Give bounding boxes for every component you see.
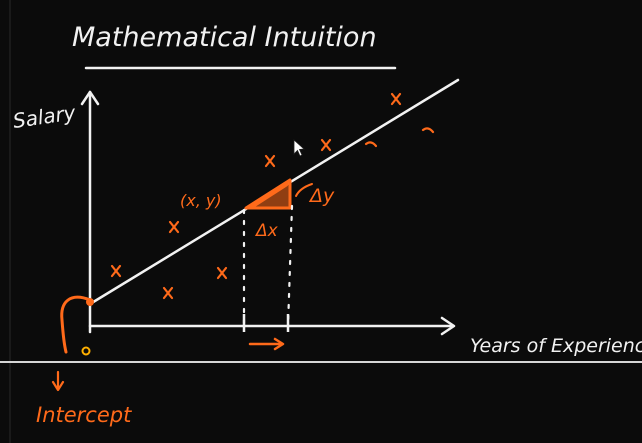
delta-x-arrowhead [273, 337, 285, 351]
delta-y-pointer [295, 183, 313, 197]
point-label: (x, y) [180, 191, 222, 210]
data-points [110, 92, 435, 300]
data-point [168, 220, 180, 234]
intercept-arrowhead [51, 380, 65, 392]
slope-triangle-hypotenuse [249, 181, 289, 209]
intercept-label: Intercept [36, 403, 132, 427]
delta-x-label: Δx [254, 221, 279, 241]
projection-dotted-line [286, 204, 294, 328]
origin-dot [81, 346, 91, 356]
data-point [364, 141, 378, 148]
data-point [216, 266, 228, 280]
y-axis-label: Salary [11, 100, 78, 133]
intercept-curve [60, 295, 92, 354]
intercept-point [86, 298, 94, 306]
cursor-arrow-icon [293, 139, 305, 157]
data-point [320, 138, 332, 152]
delta-y-label: Δy [308, 185, 335, 207]
data-point [421, 127, 435, 134]
title-text: Mathematical Intuition [72, 22, 377, 53]
data-point [390, 92, 402, 106]
y-axis-arrowhead [80, 90, 100, 106]
data-point [264, 154, 276, 168]
data-point [162, 286, 174, 300]
data-point [110, 264, 122, 278]
x-axis-label: Years of Experience [470, 335, 642, 357]
x-axis-arrowhead [440, 316, 456, 336]
